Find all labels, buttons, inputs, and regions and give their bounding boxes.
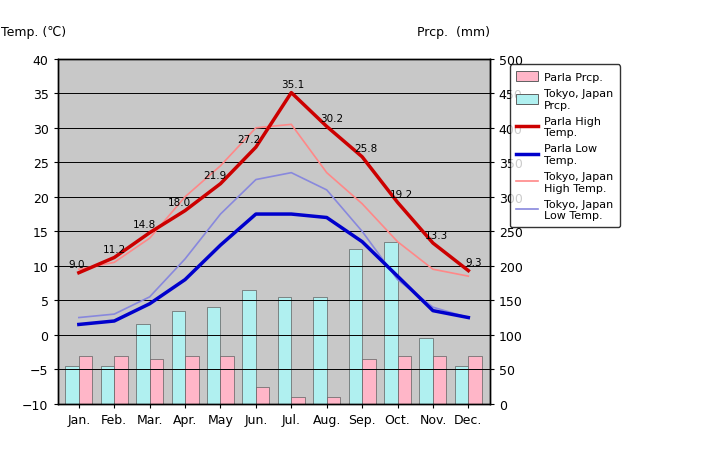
Text: 35.1: 35.1: [282, 80, 305, 90]
Bar: [171, 311, 185, 404]
Text: 19.2: 19.2: [390, 190, 413, 199]
Bar: [256, 386, 269, 404]
Text: Temp. (℃): Temp. (℃): [1, 26, 66, 39]
Bar: [136, 325, 150, 404]
Bar: [433, 356, 446, 404]
Text: 9.0: 9.0: [69, 260, 86, 269]
Bar: [101, 366, 114, 404]
Text: 13.3: 13.3: [425, 230, 448, 240]
Bar: [278, 297, 292, 404]
Bar: [243, 291, 256, 404]
Text: 18.0: 18.0: [168, 198, 192, 207]
Bar: [384, 242, 397, 404]
Bar: [455, 366, 468, 404]
Bar: [66, 366, 79, 404]
Bar: [397, 356, 411, 404]
Bar: [313, 297, 327, 404]
Bar: [468, 356, 482, 404]
Bar: [292, 397, 305, 404]
Text: 25.8: 25.8: [354, 144, 377, 154]
Bar: [420, 339, 433, 404]
Bar: [207, 308, 220, 404]
Text: Prcp.  (mm): Prcp. (mm): [417, 26, 490, 39]
Bar: [220, 356, 234, 404]
Bar: [362, 359, 376, 404]
Legend: Parla Prcp., Tokyo, Japan
Prcp., Parla High
Temp., Parla Low
Temp., Tokyo, Japan: Parla Prcp., Tokyo, Japan Prcp., Parla H…: [510, 65, 620, 228]
Text: 11.2: 11.2: [103, 245, 126, 254]
Text: 14.8: 14.8: [132, 220, 156, 230]
Text: 9.3: 9.3: [465, 257, 482, 268]
Text: 21.9: 21.9: [204, 171, 227, 181]
Text: 27.2: 27.2: [237, 134, 261, 144]
Bar: [150, 359, 163, 404]
Bar: [114, 356, 127, 404]
Bar: [348, 249, 362, 404]
Text: 30.2: 30.2: [320, 114, 343, 123]
Bar: [185, 356, 199, 404]
Bar: [327, 397, 340, 404]
Bar: [79, 356, 92, 404]
